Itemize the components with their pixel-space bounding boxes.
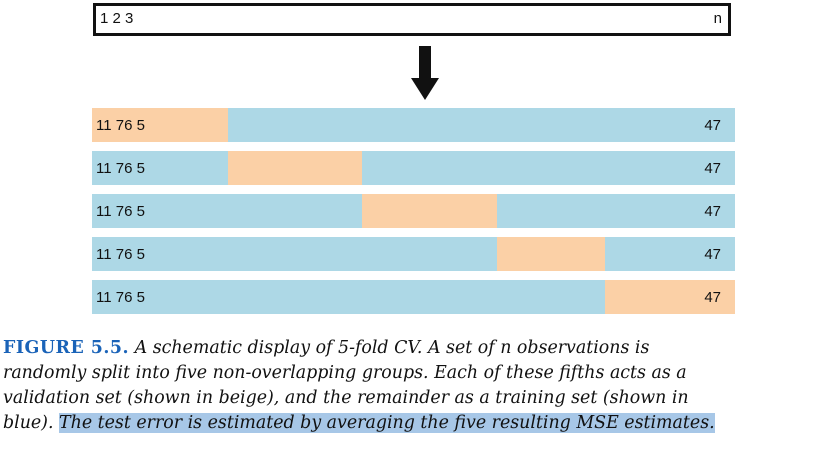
caption-line-1: FIGURE 5.5. A schematic display of 5-fol… (3, 336, 831, 361)
fold-right-label: 47 (704, 203, 721, 220)
caption-text-4: blue). (3, 413, 60, 433)
fold-right-label: 47 (704, 246, 721, 263)
observation-set-box: 1 2 3 n (93, 3, 731, 36)
fold-right-label: 47 (704, 289, 721, 306)
figure-caption: FIGURE 5.5. A schematic display of 5-fol… (3, 336, 831, 436)
figure-label: FIGURE 5.5. (3, 338, 130, 358)
fold-left-label: 11 76 5 (96, 203, 145, 220)
validation-segment (92, 108, 228, 142)
fold-row: 11 76 5 47 (92, 237, 735, 271)
fold-right-label: 47 (704, 117, 721, 134)
fold-left-label: 11 76 5 (96, 160, 145, 177)
validation-segment (605, 280, 735, 314)
caption-text-1: A schematic display of 5-fold CV. A set … (134, 338, 650, 358)
fold-row: 11 76 5 47 (92, 280, 735, 314)
observation-end-label: n (713, 10, 722, 27)
fold-row: 11 76 5 47 (92, 151, 735, 185)
validation-segment (228, 151, 362, 185)
validation-segment (497, 237, 605, 271)
fold-row: 11 76 5 47 (92, 194, 735, 228)
caption-line-2: randomly split into five non-overlapping… (3, 363, 687, 383)
fold-left-label: 11 76 5 (96, 289, 145, 306)
highlighted-sentence: The test error is estimated by averaging… (59, 413, 715, 433)
caption-line-3: validation set (shown in beige), and the… (3, 388, 689, 408)
caption-line-4: blue). The test error is estimated by av… (3, 411, 831, 436)
fold-left-label: 11 76 5 (96, 246, 145, 263)
fold-row: 11 76 5 47 (92, 108, 735, 142)
validation-segment (362, 194, 497, 228)
down-arrow-icon (411, 46, 439, 100)
observation-start-label: 1 2 3 (100, 10, 134, 27)
fold-right-label: 47 (704, 160, 721, 177)
fold-left-label: 11 76 5 (96, 117, 145, 134)
